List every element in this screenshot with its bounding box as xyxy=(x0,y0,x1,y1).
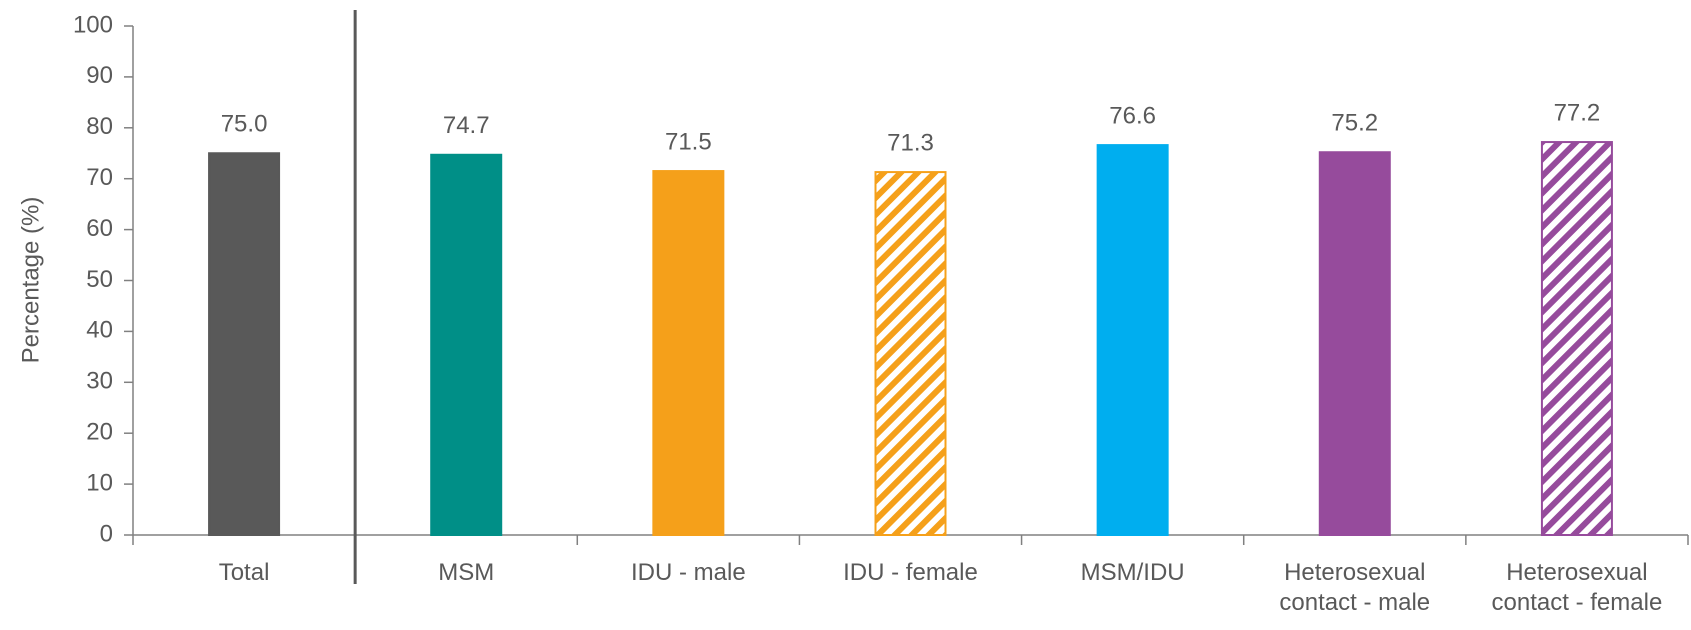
y-tick-label: 20 xyxy=(86,419,113,446)
data-label: 71.3 xyxy=(887,129,934,156)
bar xyxy=(652,170,725,536)
data-label: 75.2 xyxy=(1331,110,1378,137)
x-tick-label: MSM/IDU xyxy=(1080,559,1185,586)
y-tick-label: 40 xyxy=(86,317,113,344)
data-label: 75.0 xyxy=(221,111,268,138)
bar xyxy=(874,171,947,536)
y-tick-label: 90 xyxy=(86,62,113,89)
bar xyxy=(1096,144,1169,537)
data-label: 76.6 xyxy=(1109,102,1156,129)
x-tick-label: IDU - female xyxy=(843,559,978,586)
x-tick-label: MSM xyxy=(438,559,495,586)
y-tick-label: 100 xyxy=(73,11,113,38)
x-tick-label: Heterosexual contact - male xyxy=(1279,559,1431,616)
y-axis-label: Percentage (%) xyxy=(17,197,44,364)
x-tick-label: Total xyxy=(218,559,270,586)
y-tick-label: 60 xyxy=(86,215,113,242)
bar xyxy=(430,153,503,536)
bar xyxy=(1318,151,1391,536)
y-tick-label: 70 xyxy=(86,164,113,191)
y-tick-label: 10 xyxy=(86,469,113,496)
x-tick-label: IDU - male xyxy=(631,559,746,586)
x-tick-label: Heterosexual contact - female xyxy=(1491,559,1663,616)
y-tick-label: 30 xyxy=(86,368,113,395)
data-label: 74.7 xyxy=(443,112,490,139)
y-tick-label: 80 xyxy=(86,113,113,140)
data-label: 77.2 xyxy=(1554,99,1601,126)
y-tick-label: 50 xyxy=(86,266,113,293)
y-tick-label: 0 xyxy=(100,520,113,547)
data-label: 71.5 xyxy=(665,128,712,155)
bar xyxy=(208,152,281,536)
bar xyxy=(1540,141,1613,536)
